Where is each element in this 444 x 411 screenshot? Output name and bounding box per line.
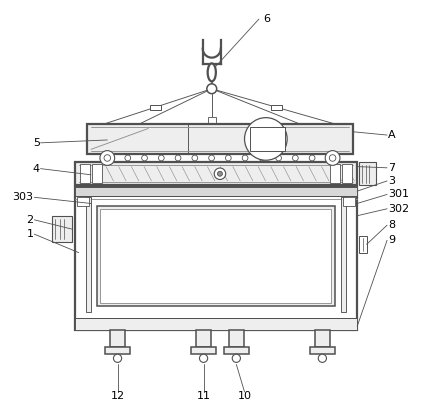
Bar [86,197,91,312]
Circle shape [199,354,208,363]
Ellipse shape [208,63,216,81]
Bar [359,236,367,253]
Circle shape [242,155,248,161]
Bar [76,197,89,206]
Text: 301: 301 [388,189,409,199]
Circle shape [192,155,198,161]
Circle shape [100,150,115,165]
Text: 6: 6 [263,14,270,24]
Text: 3: 3 [388,176,395,186]
Bar [196,330,211,347]
Circle shape [276,155,281,161]
Bar [75,162,357,185]
Circle shape [329,155,336,161]
Circle shape [175,155,181,161]
Circle shape [125,155,131,161]
Text: 12: 12 [111,391,125,401]
Circle shape [226,155,231,161]
Text: 1: 1 [27,229,34,239]
Circle shape [245,118,287,160]
Bar [105,347,130,354]
Circle shape [325,150,340,165]
Bar [341,197,346,312]
Bar [92,164,102,183]
Bar [342,164,352,183]
Bar [110,330,125,347]
Circle shape [293,155,298,161]
Circle shape [259,155,265,161]
Bar [330,164,340,183]
Text: 302: 302 [388,204,409,214]
Bar [271,104,281,110]
Text: 9: 9 [388,236,395,245]
Bar [97,206,335,306]
Bar [191,347,216,354]
Bar [208,118,216,123]
Bar [52,216,71,242]
Text: 2: 2 [27,215,34,225]
Circle shape [209,155,214,161]
Bar [250,127,285,151]
Text: 4: 4 [32,164,40,173]
Bar [229,330,244,347]
Text: 5: 5 [33,138,40,148]
Circle shape [159,155,164,161]
Text: 10: 10 [238,391,252,401]
Circle shape [218,171,222,176]
Circle shape [114,354,122,363]
Bar [100,209,331,302]
Circle shape [214,168,226,180]
Text: A: A [388,130,396,140]
Bar [315,330,330,347]
Circle shape [309,155,315,161]
Bar [75,187,357,196]
Circle shape [142,155,147,161]
Text: 11: 11 [197,391,210,401]
Bar [343,197,355,206]
Bar [80,164,90,183]
Bar [75,187,357,330]
Circle shape [232,354,241,363]
Bar [87,124,353,154]
Bar [250,127,285,151]
Bar [150,104,161,110]
Bar [310,347,335,354]
Text: 7: 7 [388,163,395,173]
Bar [359,162,376,185]
Text: 8: 8 [388,220,395,230]
Circle shape [207,84,217,94]
Text: 303: 303 [12,192,34,202]
Bar [75,318,357,330]
Circle shape [104,155,111,161]
Bar [224,347,249,354]
Circle shape [318,354,326,363]
